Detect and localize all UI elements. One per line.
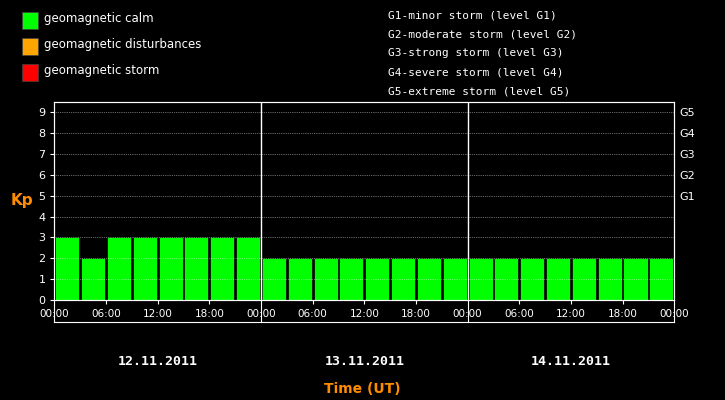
Text: G4-severe storm (level G4): G4-severe storm (level G4) [388,68,563,78]
Text: 12.11.2011: 12.11.2011 [117,356,198,368]
Bar [184,238,209,300]
Text: 13.11.2011: 13.11.2011 [324,356,405,368]
Bar [339,258,363,300]
Bar [365,258,389,300]
Text: G2-moderate storm (level G2): G2-moderate storm (level G2) [388,29,577,39]
Bar [597,258,622,300]
Bar [107,238,131,300]
Bar [650,258,674,300]
Y-axis label: Kp: Kp [10,194,33,208]
Bar [443,258,467,300]
Bar [159,238,183,300]
Text: geomagnetic disturbances: geomagnetic disturbances [44,38,201,51]
Bar [494,258,518,300]
Bar [391,258,415,300]
Bar [520,258,544,300]
Bar [133,238,157,300]
Bar [624,258,647,300]
Text: geomagnetic calm: geomagnetic calm [44,12,153,25]
Bar [417,258,441,300]
Bar [262,258,286,300]
Text: G3-strong storm (level G3): G3-strong storm (level G3) [388,48,563,58]
Bar [288,258,312,300]
Text: G1-minor storm (level G1): G1-minor storm (level G1) [388,10,557,20]
Bar [313,258,338,300]
Text: Time (UT): Time (UT) [324,382,401,396]
Bar [55,238,79,300]
Bar [210,238,234,300]
Text: G5-extreme storm (level G5): G5-extreme storm (level G5) [388,87,570,97]
Text: geomagnetic storm: geomagnetic storm [44,64,159,77]
Bar [468,258,492,300]
Bar [546,258,570,300]
Bar [236,238,260,300]
Bar [81,258,105,300]
Bar [572,258,596,300]
Text: 14.11.2011: 14.11.2011 [531,356,611,368]
